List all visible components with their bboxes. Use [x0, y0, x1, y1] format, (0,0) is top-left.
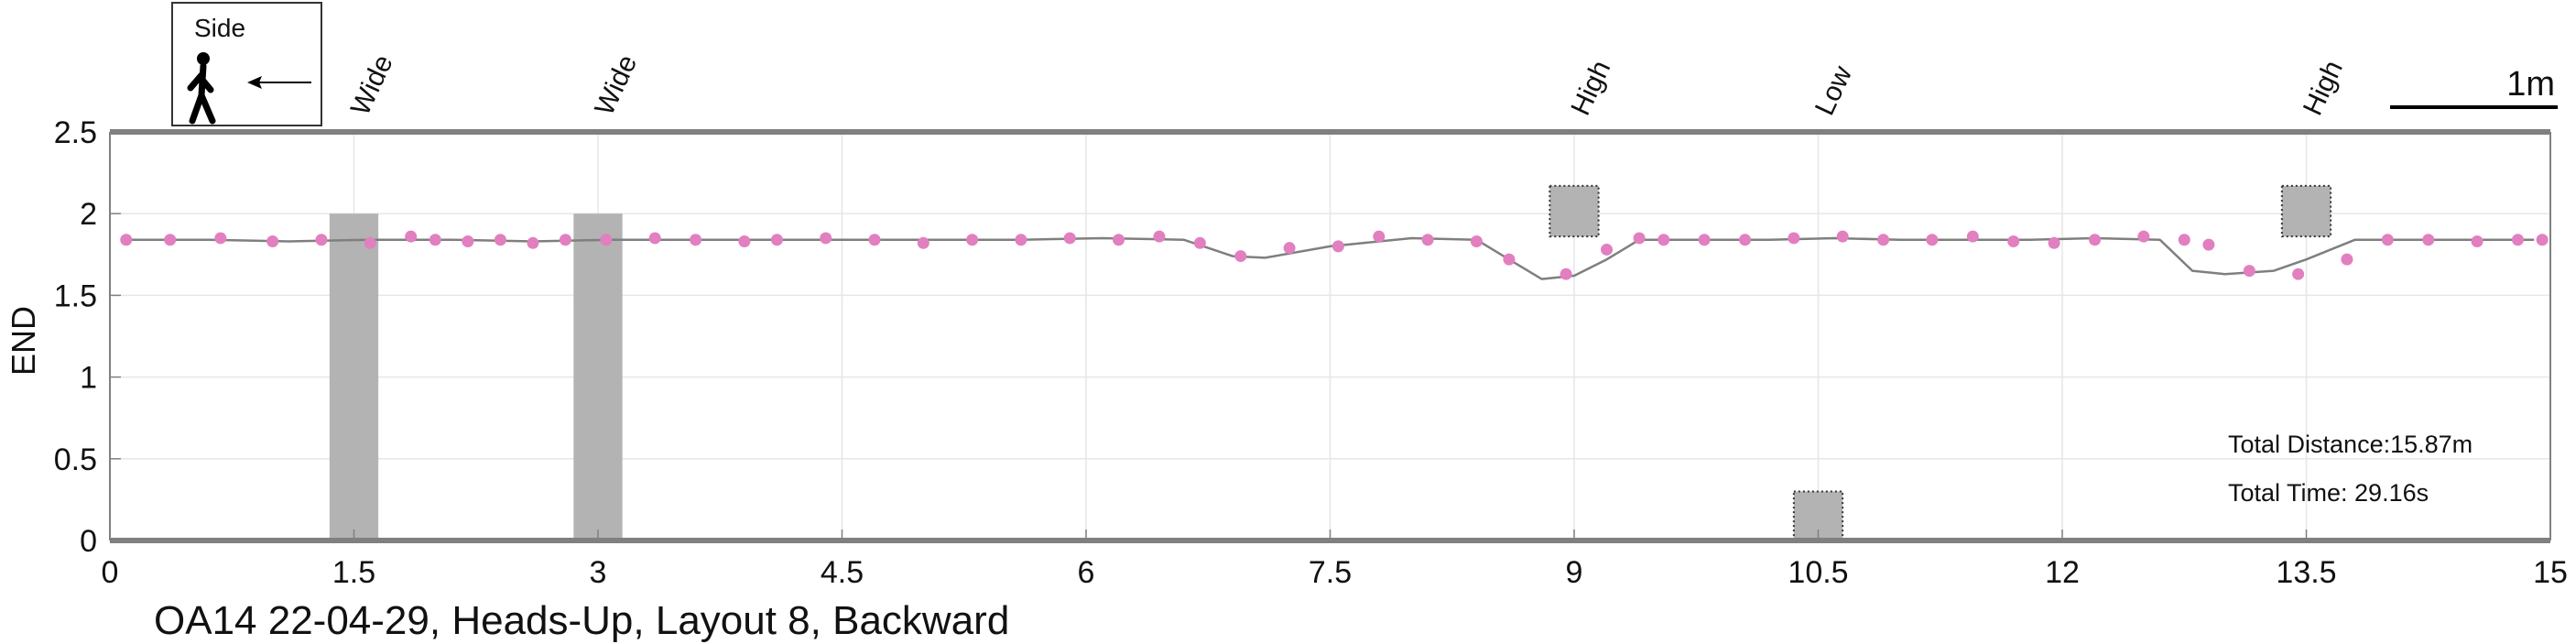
- data-point: [1836, 230, 1849, 243]
- total-time: Total Time: 29.16s: [2228, 479, 2429, 507]
- obstacle-high: [2280, 184, 2332, 238]
- data-point: [120, 234, 133, 246]
- data-point: [2292, 267, 2305, 280]
- data-point: [2536, 234, 2549, 246]
- x-tick-label: 7.5: [1309, 555, 1352, 590]
- data-point: [1503, 253, 1516, 266]
- data-point: [1331, 240, 1344, 253]
- data-point: [2202, 238, 2215, 251]
- data-point: [1966, 230, 1979, 243]
- data-point: [266, 235, 279, 248]
- x-tick-label: 15: [2533, 555, 2568, 590]
- data-point: [1283, 242, 1296, 255]
- data-point: [966, 234, 979, 246]
- data-point: [1633, 232, 1646, 245]
- walking-person-icon: [187, 52, 216, 125]
- obstacle-label: High: [1565, 56, 1616, 120]
- obstacle-label: Wide: [345, 50, 399, 120]
- data-point: [1421, 234, 1434, 246]
- data-point: [1560, 267, 1572, 280]
- scale-bar-label: 1m: [2506, 65, 2555, 104]
- axes: [109, 129, 2551, 543]
- data-point: [690, 234, 702, 246]
- y-tick-label: 0: [80, 524, 97, 559]
- data-point: [1877, 234, 1890, 246]
- total-distance: Total Distance:15.87m: [2228, 431, 2473, 458]
- data-point: [315, 234, 328, 246]
- grid: [109, 131, 2551, 541]
- data-point: [2341, 253, 2353, 266]
- data-point: [364, 236, 376, 249]
- data-point: [1698, 234, 1711, 246]
- data-point: [559, 234, 571, 246]
- data-point: [1926, 234, 1939, 246]
- data-point: [1470, 235, 1483, 248]
- data-point: [1015, 234, 1027, 246]
- data-point: [2048, 236, 2060, 249]
- data-point: [600, 234, 613, 246]
- x-tick-label: 10.5: [1788, 555, 1848, 590]
- y-tick-label: 2.5: [54, 115, 97, 150]
- data-point: [2137, 230, 2150, 243]
- obstacle-wide: [573, 213, 623, 540]
- data-point: [917, 236, 929, 249]
- x-tick-label: 6: [1078, 555, 1095, 590]
- y-tick-label: 1: [80, 361, 97, 396]
- x-tick-label: 12: [2045, 555, 2080, 590]
- y-tick-label: 1.5: [54, 278, 97, 313]
- x-tick-label: 4.5: [821, 555, 864, 590]
- data-point: [1373, 230, 1386, 243]
- data-point: [648, 232, 661, 245]
- obstacle-wide: [329, 213, 379, 540]
- data-point: [868, 234, 881, 246]
- left-arrow-icon: [247, 76, 311, 89]
- figure-caption: OA14 22-04-29, Heads-Up, Layout 8, Backw…: [154, 598, 1009, 643]
- x-tick-label: 13.5: [2276, 555, 2336, 590]
- data-point: [738, 235, 751, 248]
- markers: [120, 230, 2549, 280]
- x-tick-label: 3: [590, 555, 607, 590]
- x-tick-label: 0: [102, 555, 119, 590]
- data-point: [1193, 236, 1206, 249]
- y-tick-label: 2: [80, 197, 97, 232]
- data-point: [770, 234, 783, 246]
- obstacle-label: High: [2298, 56, 2349, 120]
- data-point: [1658, 234, 1670, 246]
- y-tick-label: 0.5: [54, 442, 97, 477]
- data-point: [2089, 234, 2102, 246]
- data-point: [2243, 265, 2255, 278]
- data-point: [1234, 250, 1247, 263]
- data-point: [1153, 230, 1166, 243]
- data-point: [1601, 243, 1614, 256]
- scale-bar: 1m: [2390, 65, 2558, 109]
- data-point: [2178, 234, 2190, 246]
- data-point: [2422, 234, 2435, 246]
- x-tick-label: 9: [1566, 555, 1583, 590]
- data-point: [494, 234, 506, 246]
- data-point: [429, 234, 441, 246]
- legend: Side: [171, 2, 322, 126]
- data-point: [2381, 234, 2394, 246]
- obstacle-label: Wide: [589, 50, 643, 120]
- obstacle-label: Low: [1810, 61, 1858, 120]
- data-point: [2511, 234, 2524, 246]
- x-tick-label: 1.5: [332, 555, 375, 590]
- data-point: [2471, 235, 2484, 248]
- data-point: [1113, 234, 1125, 246]
- obstacle-high: [1549, 184, 1600, 238]
- data-point: [2007, 235, 2020, 248]
- data-point: [405, 230, 418, 243]
- data-point: [527, 236, 539, 249]
- legend-label: Side: [194, 14, 245, 42]
- data-point: [462, 235, 474, 248]
- data-point: [1788, 232, 1800, 245]
- y-axis-title: END: [5, 306, 42, 376]
- data-point: [214, 232, 227, 245]
- data-point: [1739, 234, 1752, 246]
- data-point: [1063, 232, 1076, 245]
- data-point: [820, 232, 832, 245]
- data-point: [164, 234, 177, 246]
